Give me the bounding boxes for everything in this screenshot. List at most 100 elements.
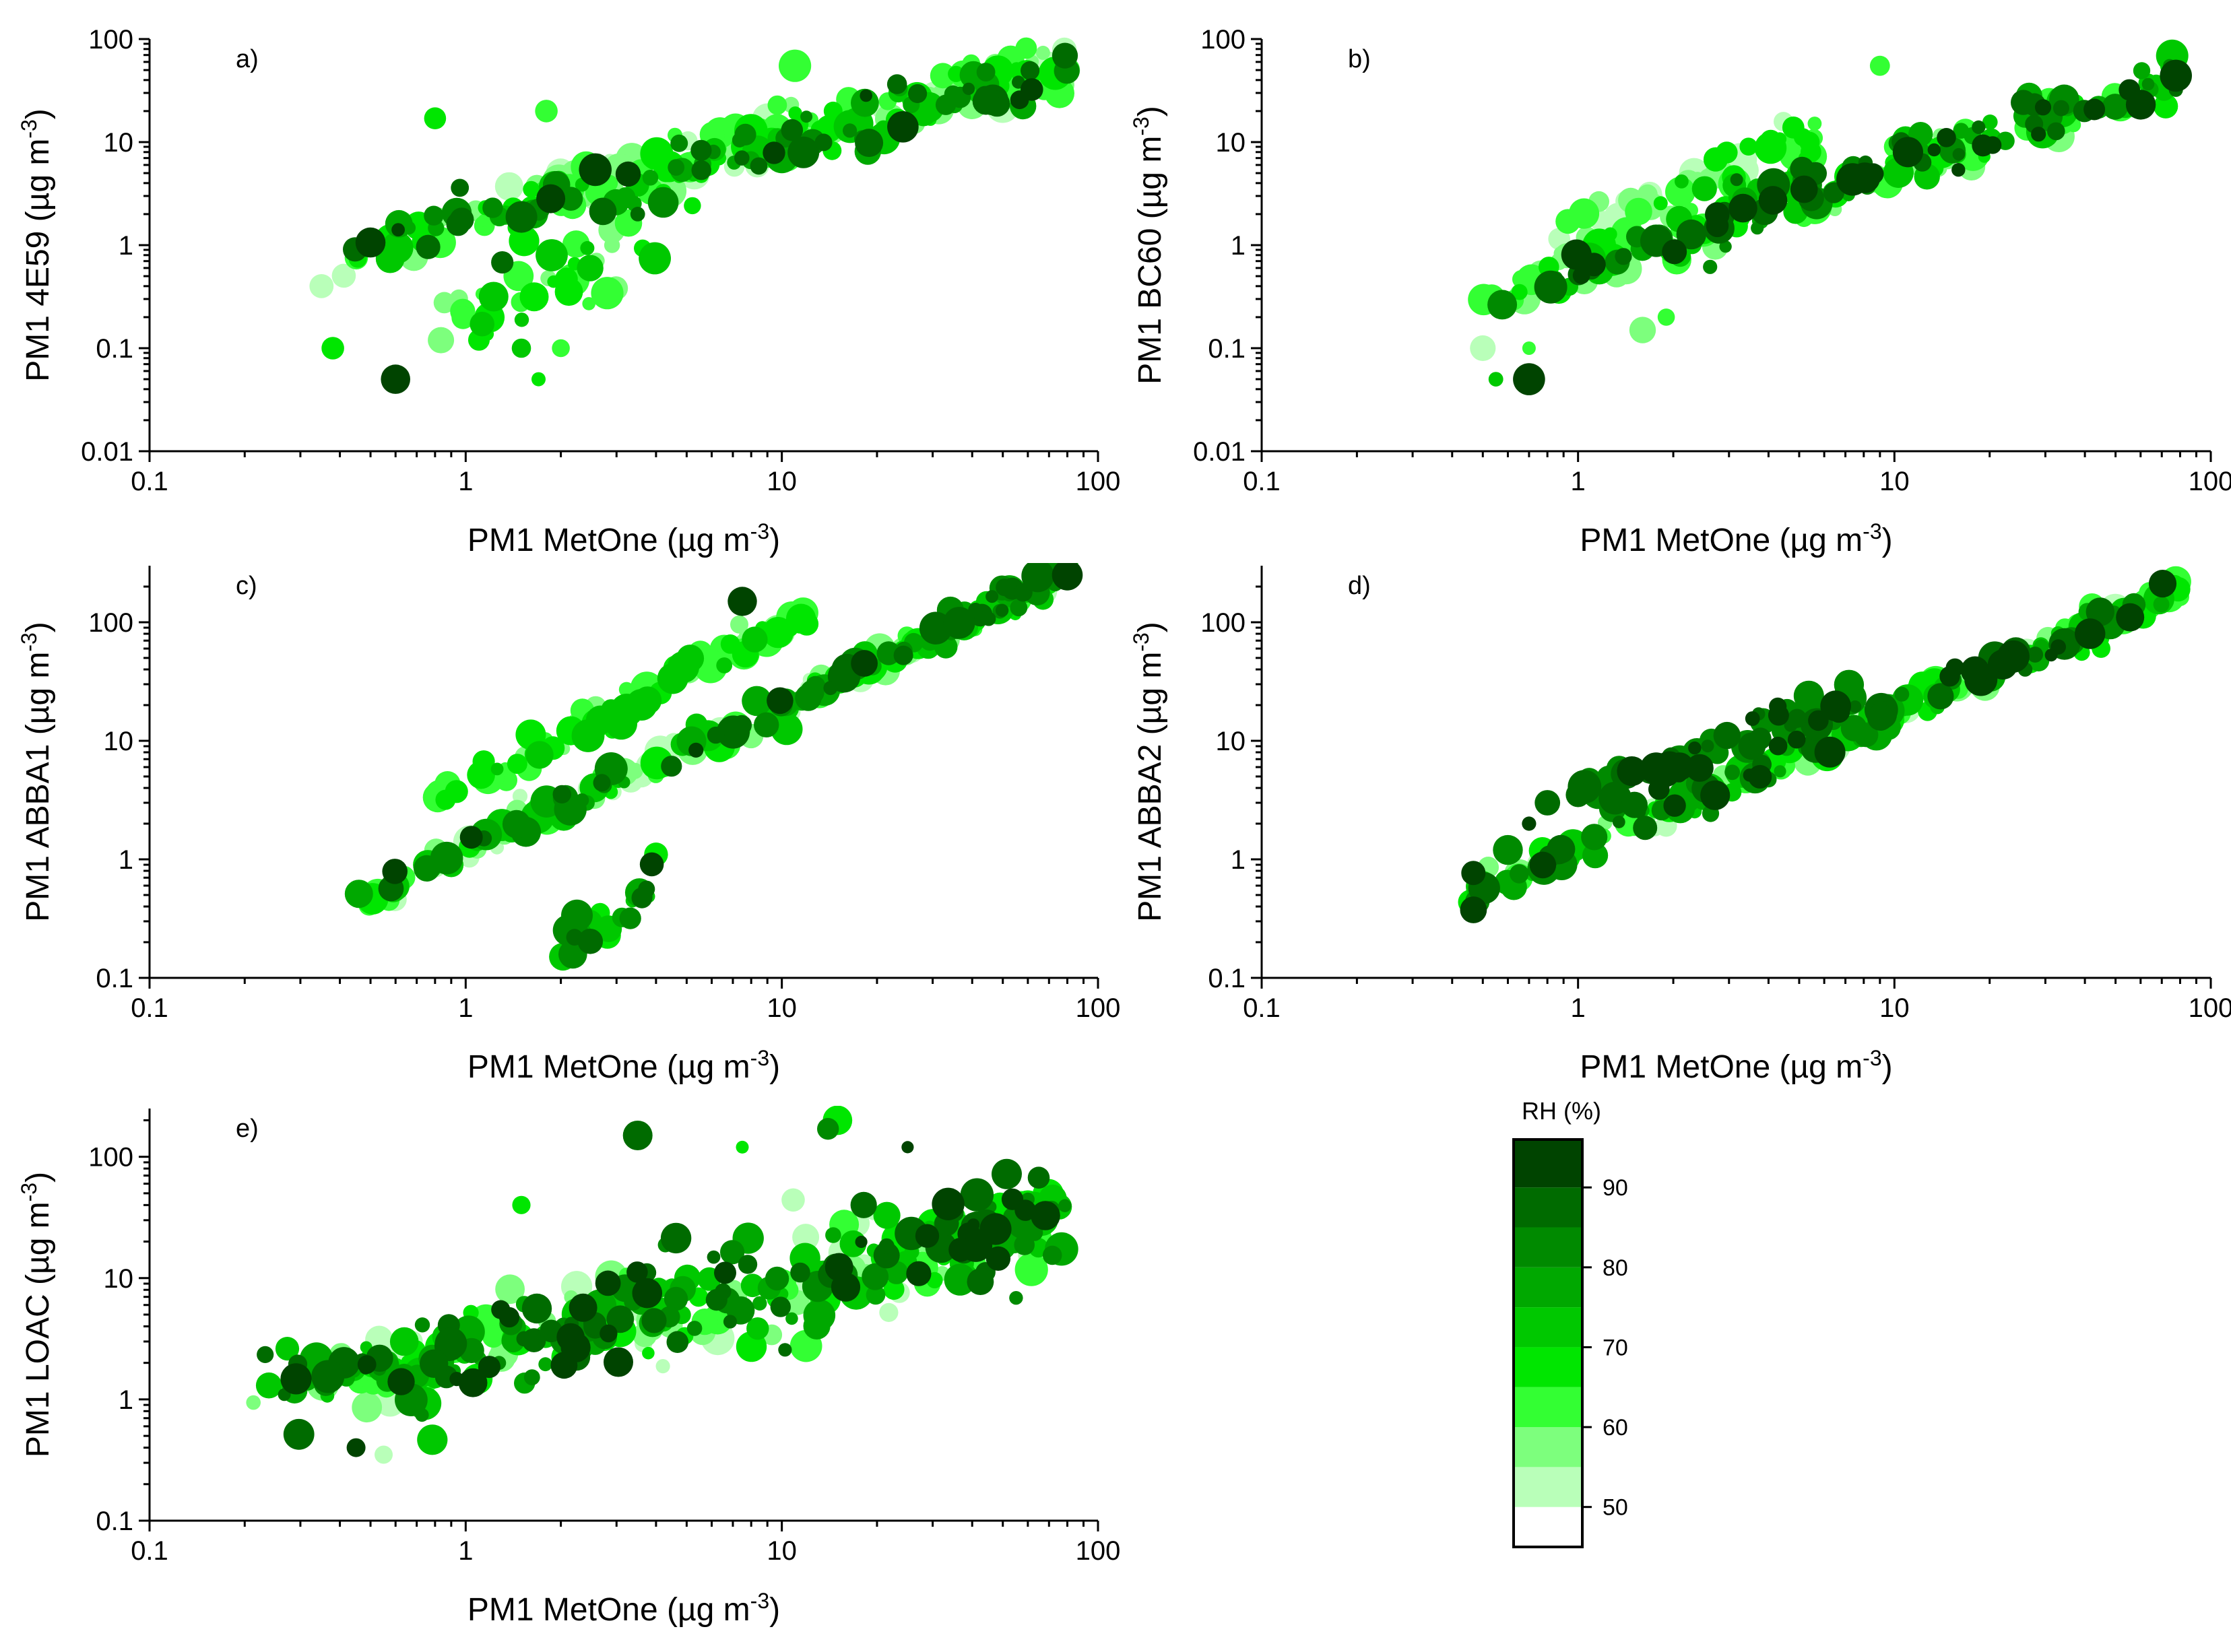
x-tick-label: 1	[1571, 467, 1586, 496]
scatter-point	[1621, 791, 1648, 818]
scatter-point	[1021, 78, 1043, 101]
panel-label-e: e)	[236, 1115, 259, 1143]
scatter-point	[523, 1369, 540, 1385]
x-tick-label: 100	[1076, 1536, 1121, 1566]
scatter-point	[1014, 1234, 1035, 1255]
x-tick-label: 10	[767, 993, 797, 1023]
scatter-point	[1625, 197, 1652, 226]
scatter-point	[1982, 114, 1998, 130]
scatter-point	[742, 686, 772, 717]
scatter-point	[967, 1268, 994, 1295]
scatter-point	[246, 1395, 261, 1410]
colorbar-level	[1514, 1467, 1582, 1507]
scatter-point	[1768, 736, 1788, 756]
scatter-point	[459, 826, 483, 849]
scatter-point	[707, 1250, 721, 1264]
scatter-point	[855, 1235, 868, 1249]
scatter-point	[2075, 618, 2106, 649]
scatter-point	[2160, 59, 2192, 92]
scatter-point	[536, 184, 566, 213]
scatter-point	[639, 852, 664, 877]
scatter-point	[1460, 896, 1487, 923]
scatter-point	[2141, 77, 2155, 91]
y-tick-label: 10	[1216, 128, 1246, 158]
scatter-point	[2044, 649, 2058, 662]
points-d	[1458, 566, 2191, 923]
scatter-point	[619, 907, 641, 929]
scatter-point	[714, 1261, 736, 1284]
scatter-point	[569, 1293, 597, 1322]
scatter-point	[843, 123, 858, 138]
scatter-point	[734, 150, 750, 166]
scatter-point	[389, 1327, 419, 1356]
scatter-point	[1671, 765, 1688, 783]
scatter-point	[626, 1261, 648, 1283]
scatter-point	[1487, 290, 1518, 320]
colorbar-level	[1514, 1427, 1582, 1467]
y-tick-label: 100	[1200, 25, 1246, 55]
panel-c: 0.1 1 10 100 0.1 1 10 100 c) PM1 MetOne (µg m-3) P…	[17, 563, 1120, 1085]
colorbar-level	[1514, 1227, 1582, 1267]
scatter-point	[618, 682, 635, 698]
scatter-point	[767, 95, 787, 115]
scatter-point	[1513, 363, 1545, 395]
scatter-point	[1807, 117, 1822, 131]
scatter-point	[738, 1255, 758, 1274]
x-tick-label: 10	[1879, 467, 1910, 496]
colorbar-level	[1514, 1347, 1582, 1387]
scatter-point	[512, 1195, 531, 1214]
scatter-point	[765, 1266, 789, 1291]
scatter-point	[582, 297, 595, 310]
scatter-point	[886, 74, 907, 94]
scatter-point	[580, 240, 595, 255]
scatter-point	[691, 160, 711, 180]
scatter-point	[720, 1240, 745, 1265]
scatter-point	[2148, 570, 2177, 598]
scatter-point	[878, 1238, 895, 1254]
x-tick-label: 10	[1879, 993, 1910, 1023]
scatter-point	[817, 1118, 839, 1140]
y-axis-title: PM1 ABBA2 (µg m-3)	[1129, 622, 1168, 922]
scatter-point	[985, 590, 999, 603]
scatter-point	[647, 187, 679, 218]
colorbar-level	[1514, 1307, 1582, 1348]
scatter-point	[1951, 163, 1966, 177]
scatter-point	[2047, 122, 2065, 141]
scatter-point	[734, 123, 756, 145]
scatter-point	[2031, 127, 2046, 142]
scatter-point	[355, 227, 386, 258]
scatter-point	[855, 129, 884, 158]
scatter-point	[1021, 563, 1054, 593]
scatter-point	[814, 133, 833, 152]
scatter-point	[519, 282, 549, 312]
scatter-point	[571, 719, 605, 752]
scatter-point	[723, 1315, 738, 1329]
scatter-point	[359, 1361, 373, 1375]
x-tick-label: 0.1	[1243, 467, 1281, 496]
scatter-point	[490, 762, 504, 776]
scatter-point	[417, 1424, 448, 1455]
scatter-point	[1657, 308, 1675, 326]
scatter-point	[805, 675, 826, 696]
scatter-point	[716, 657, 733, 673]
scatter-point	[2027, 647, 2044, 663]
scatter-point	[579, 153, 612, 187]
scatter-point	[1848, 700, 1862, 713]
scatter-point	[1565, 782, 1590, 807]
scatter-point	[995, 603, 1009, 617]
scatter-point	[1840, 715, 1867, 741]
points-b	[1468, 39, 2192, 395]
scatter-point	[2083, 98, 2106, 121]
y-axis-title: PM1 BC60 (µg m-3)	[1129, 106, 1168, 385]
scatter-point	[632, 1278, 663, 1309]
x-tick-label: 1	[458, 1536, 473, 1566]
colorbar-tick-label: 70	[1603, 1335, 1628, 1360]
scatter-point	[750, 157, 768, 175]
colorbar: 50 60 70 80 90 RH (%)	[1512, 1097, 1628, 1548]
scatter-point	[1716, 141, 1738, 164]
scatter-point	[257, 1346, 274, 1363]
scatter-point	[1769, 697, 1787, 715]
scatter-point	[414, 1317, 430, 1333]
y-tick-label: 10	[104, 727, 134, 756]
scatter-point	[424, 205, 444, 226]
